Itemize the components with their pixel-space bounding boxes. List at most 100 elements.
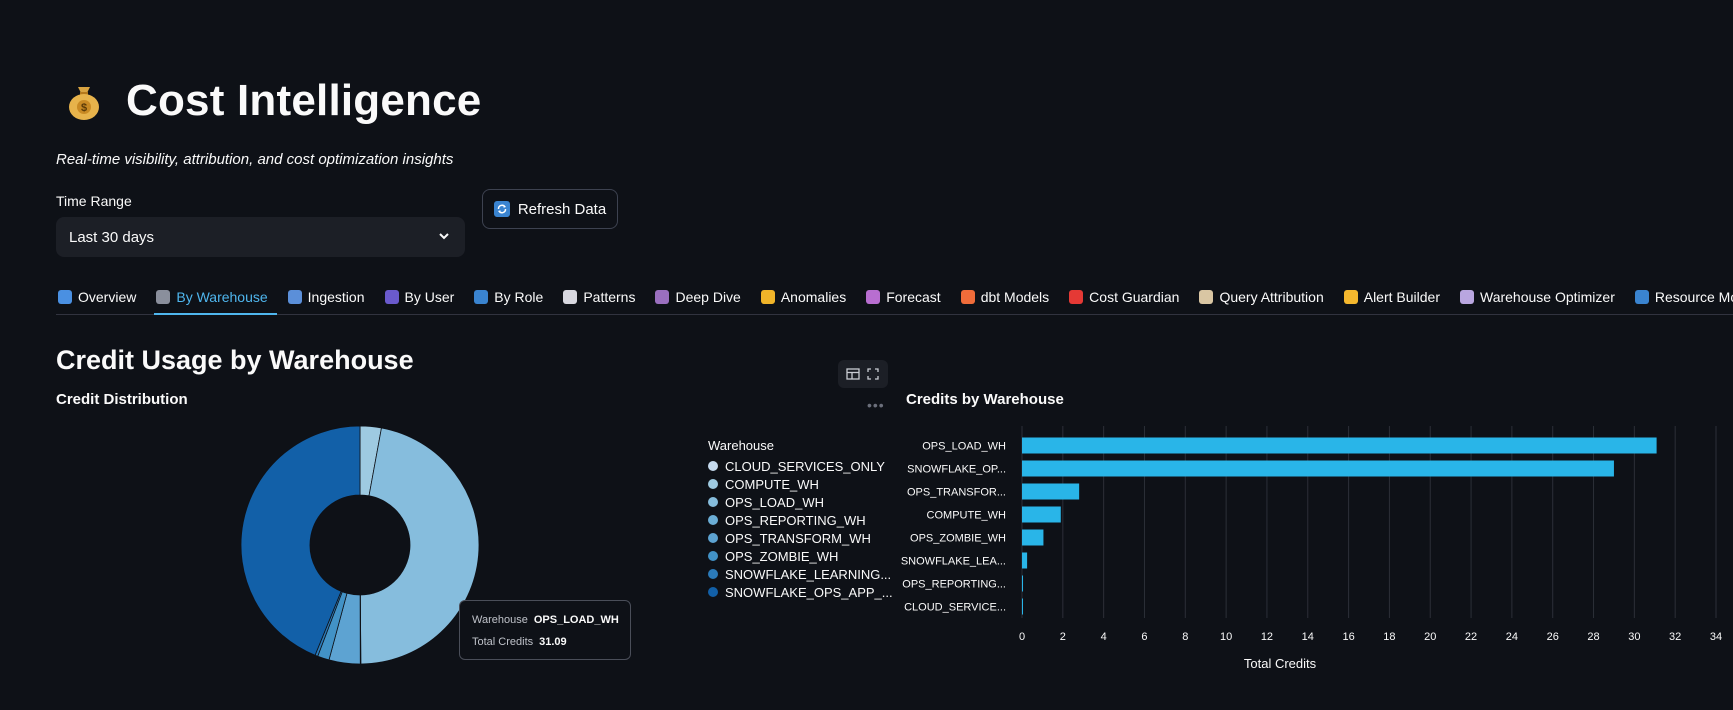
bar-4[interactable] (1022, 529, 1044, 546)
more-options-icon[interactable]: ••• (867, 397, 885, 413)
factory-icon (156, 290, 171, 304)
donut-slice-ops-load-wh[interactable] (359, 427, 480, 665)
tooltip-credits-value: 31.09 (539, 636, 567, 648)
tab-overview[interactable]: Overview (56, 280, 145, 314)
x-tick-label: 6 (1141, 631, 1147, 643)
tab-forecast[interactable]: Forecast (864, 280, 949, 314)
siren-icon (1069, 290, 1084, 304)
tab-label: dbt Models (980, 289, 1050, 305)
legend-label: OPS_TRANSFORM_WH (725, 530, 871, 546)
legend-item[interactable]: OPS_LOAD_WH (708, 493, 893, 511)
svg-text:$: $ (81, 102, 87, 114)
chart-toolbar (838, 360, 888, 388)
y-category-label: OPS_ZOMBIE_WH (910, 533, 1006, 545)
x-tick-label: 8 (1182, 631, 1188, 643)
legend-swatch (708, 533, 718, 543)
tab-by-role[interactable]: By Role (472, 280, 552, 314)
legend-item[interactable]: COMPUTE_WH (708, 475, 893, 493)
bar-0[interactable] (1022, 437, 1657, 454)
tab-resource-monitors[interactable]: Resource Monitors (1633, 280, 1733, 314)
refresh-button-label: Refresh Data (517, 200, 607, 218)
chart-tooltip: Warehouse OPS_LOAD_WH Total Credits 31.09 (459, 600, 631, 660)
x-axis-title: Total Credits (1244, 656, 1317, 671)
legend-swatch (708, 551, 718, 561)
trend-icon (563, 290, 578, 304)
legend-swatch (708, 587, 718, 597)
detective-icon (655, 290, 670, 304)
tooltip-credits-label: Total Credits (472, 636, 534, 648)
money-bag-icon: $ (62, 79, 106, 123)
legend-label: OPS_LOAD_WH (725, 494, 824, 510)
x-tick-label: 26 (1547, 631, 1559, 643)
bar-3[interactable] (1022, 506, 1061, 523)
tab-warehouse-optimizer[interactable]: Warehouse Optimizer (1458, 280, 1624, 314)
fullscreen-icon[interactable] (865, 366, 881, 382)
y-category-label: OPS_TRANSFOR... (907, 487, 1006, 499)
bar-6[interactable] (1022, 575, 1024, 592)
refresh-button[interactable]: Refresh Data (482, 189, 618, 229)
bar-2[interactable] (1022, 483, 1080, 500)
tab-query-attribution[interactable]: Query Attribution (1197, 280, 1332, 314)
tab-label: Query Attribution (1219, 289, 1324, 305)
credit-distribution-title: Credit Distribution (56, 391, 188, 408)
page-subtitle: Real-time visibility, attribution, and c… (56, 151, 454, 168)
tab-by-user[interactable]: By User (383, 280, 464, 314)
legend-label: COMPUTE_WH (725, 476, 819, 492)
tab-label: Deep Dive (675, 289, 741, 305)
tab-deep-dive[interactable]: Deep Dive (653, 280, 749, 314)
tab-anomalies[interactable]: Anomalies (759, 280, 855, 314)
legend-swatch (708, 461, 718, 471)
x-tick-label: 34 (1710, 631, 1722, 643)
tab-bar: Overview By Warehouse Ingestion By User By R… (56, 280, 1733, 315)
legend-label: SNOWFLAKE_LEARNING... (725, 566, 892, 582)
tab-patterns[interactable]: Patterns (561, 280, 644, 314)
x-tick-label: 12 (1261, 631, 1273, 643)
table-view-icon[interactable] (845, 366, 861, 382)
bell-icon (1343, 290, 1358, 304)
y-category-label: CLOUD_SERVICE... (904, 602, 1006, 614)
tab-label: Ingestion (307, 289, 365, 305)
legend-item[interactable]: OPS_ZOMBIE_WH (708, 547, 893, 565)
building-icon (1460, 290, 1474, 304)
x-tick-label: 20 (1424, 631, 1436, 643)
tab-ingestion[interactable]: Ingestion (286, 280, 374, 314)
y-category-label: OPS_LOAD_WH (922, 441, 1006, 453)
legend-label: CLOUD_SERVICES_ONLY (725, 458, 885, 474)
x-tick-label: 22 (1465, 631, 1477, 643)
tab-cost-guardian[interactable]: Cost Guardian (1067, 280, 1188, 314)
tab-alert-builder[interactable]: Alert Builder (1342, 280, 1449, 314)
tab-label: Overview (78, 289, 137, 305)
tab-label: Warehouse Optimizer (1480, 289, 1615, 305)
tab-by-warehouse[interactable]: By Warehouse (154, 280, 277, 315)
donut-slice-snowflake-ops-app-[interactable] (240, 425, 361, 656)
legend-item[interactable]: SNOWFLAKE_OPS_APP_... (708, 583, 893, 601)
time-range-select[interactable]: Last 30 days (56, 217, 465, 257)
credits-by-warehouse-title: Credits by Warehouse (906, 391, 1064, 408)
bar-5[interactable] (1022, 552, 1028, 569)
user-icon (384, 290, 399, 304)
time-range-value: Last 30 days (69, 228, 155, 246)
tab-label: Anomalies (780, 289, 847, 305)
legend-item[interactable]: CLOUD_SERVICES_ONLY (708, 457, 893, 475)
legend-item[interactable]: SNOWFLAKE_LEARNING... (708, 565, 893, 583)
tab-label: Forecast (886, 289, 941, 305)
shield-icon (1634, 290, 1649, 304)
bar-7[interactable] (1022, 598, 1023, 615)
tab-label: By Warehouse (176, 289, 268, 305)
x-tick-label: 24 (1506, 631, 1518, 643)
tab-label: Resource Monitors (1654, 289, 1733, 305)
x-tick-label: 14 (1302, 631, 1314, 643)
section-title: Credit Usage by Warehouse (56, 345, 414, 375)
tab-label: By User (404, 289, 455, 305)
legend-label: SNOWFLAKE_OPS_APP_... (725, 584, 893, 600)
legend-item[interactable]: OPS_TRANSFORM_WH (708, 529, 893, 547)
legend-item[interactable]: OPS_REPORTING_WH (708, 511, 893, 529)
tab-dbt-models[interactable]: dbt Models (959, 280, 1058, 314)
tab-label: By Role (494, 289, 544, 305)
square-icon (960, 290, 975, 304)
credits-by-warehouse-bar-chart: 0 2 4 6 8 10 12 14 16 18 20 22 24 26 28 30 32 34OPS_LOAD_… (901, 426, 1722, 671)
x-tick-label: 16 (1342, 631, 1354, 643)
bar-1[interactable] (1022, 460, 1614, 477)
donut-legend: Warehouse CLOUD_SERVICES_ONLY COMPUTE_WH O… (708, 438, 893, 601)
